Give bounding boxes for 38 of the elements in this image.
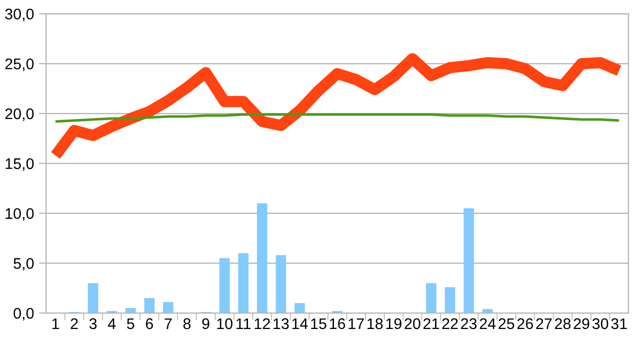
y-tick-label: 25,0	[5, 58, 34, 72]
x-tick-label: 25	[498, 318, 514, 330]
x-tick-label: 4	[108, 318, 116, 329]
x-tick-label: 6	[146, 318, 153, 330]
x-tick-label: 15	[311, 318, 326, 330]
y-tick-label: 20,0	[5, 108, 34, 122]
x-tick-label: 19	[386, 318, 402, 330]
x-tick-label: 17	[348, 318, 364, 329]
x-tick-label: 8	[183, 318, 191, 330]
y-tick-label: 30,0	[5, 8, 34, 22]
x-tick-label: 2	[70, 318, 78, 329]
y-tick-label: 0,0	[14, 308, 34, 321]
x-tick-label: 13	[274, 318, 289, 330]
x-tick-label: 30	[592, 318, 608, 330]
x-tick-label: 21	[423, 318, 439, 329]
x-tick-label: 10	[217, 318, 232, 330]
x-tick-label: 12	[254, 318, 270, 329]
y-tick-label: 10,0	[6, 208, 34, 221]
y-tick-label: 5,0	[14, 258, 34, 271]
x-tick-label: 11	[236, 318, 251, 329]
x-tick-label: 7	[164, 318, 172, 329]
x-tick-label: 16	[330, 318, 346, 330]
x-tick-label: 18	[368, 318, 383, 330]
x-tick-label: 29	[574, 318, 590, 330]
x-tick-label: 27	[536, 318, 552, 329]
x-tick-label: 5	[126, 318, 134, 330]
x-tick-label: 22	[442, 318, 458, 329]
x-tick-label: 14	[292, 318, 308, 329]
x-tick-label: 20	[404, 318, 420, 330]
y-tick-label: 15,0	[6, 158, 34, 171]
x-tick-label: 9	[202, 318, 210, 330]
x-tick-label: 24	[480, 318, 496, 329]
x-tick-label: 1	[52, 318, 59, 329]
x-tick-label: 31	[611, 318, 627, 330]
x-tick-label: 26	[517, 318, 533, 330]
x-tick-label: 28	[555, 318, 571, 330]
x-tick-label: 3	[89, 318, 97, 330]
x-tick-label: 23	[461, 318, 477, 330]
